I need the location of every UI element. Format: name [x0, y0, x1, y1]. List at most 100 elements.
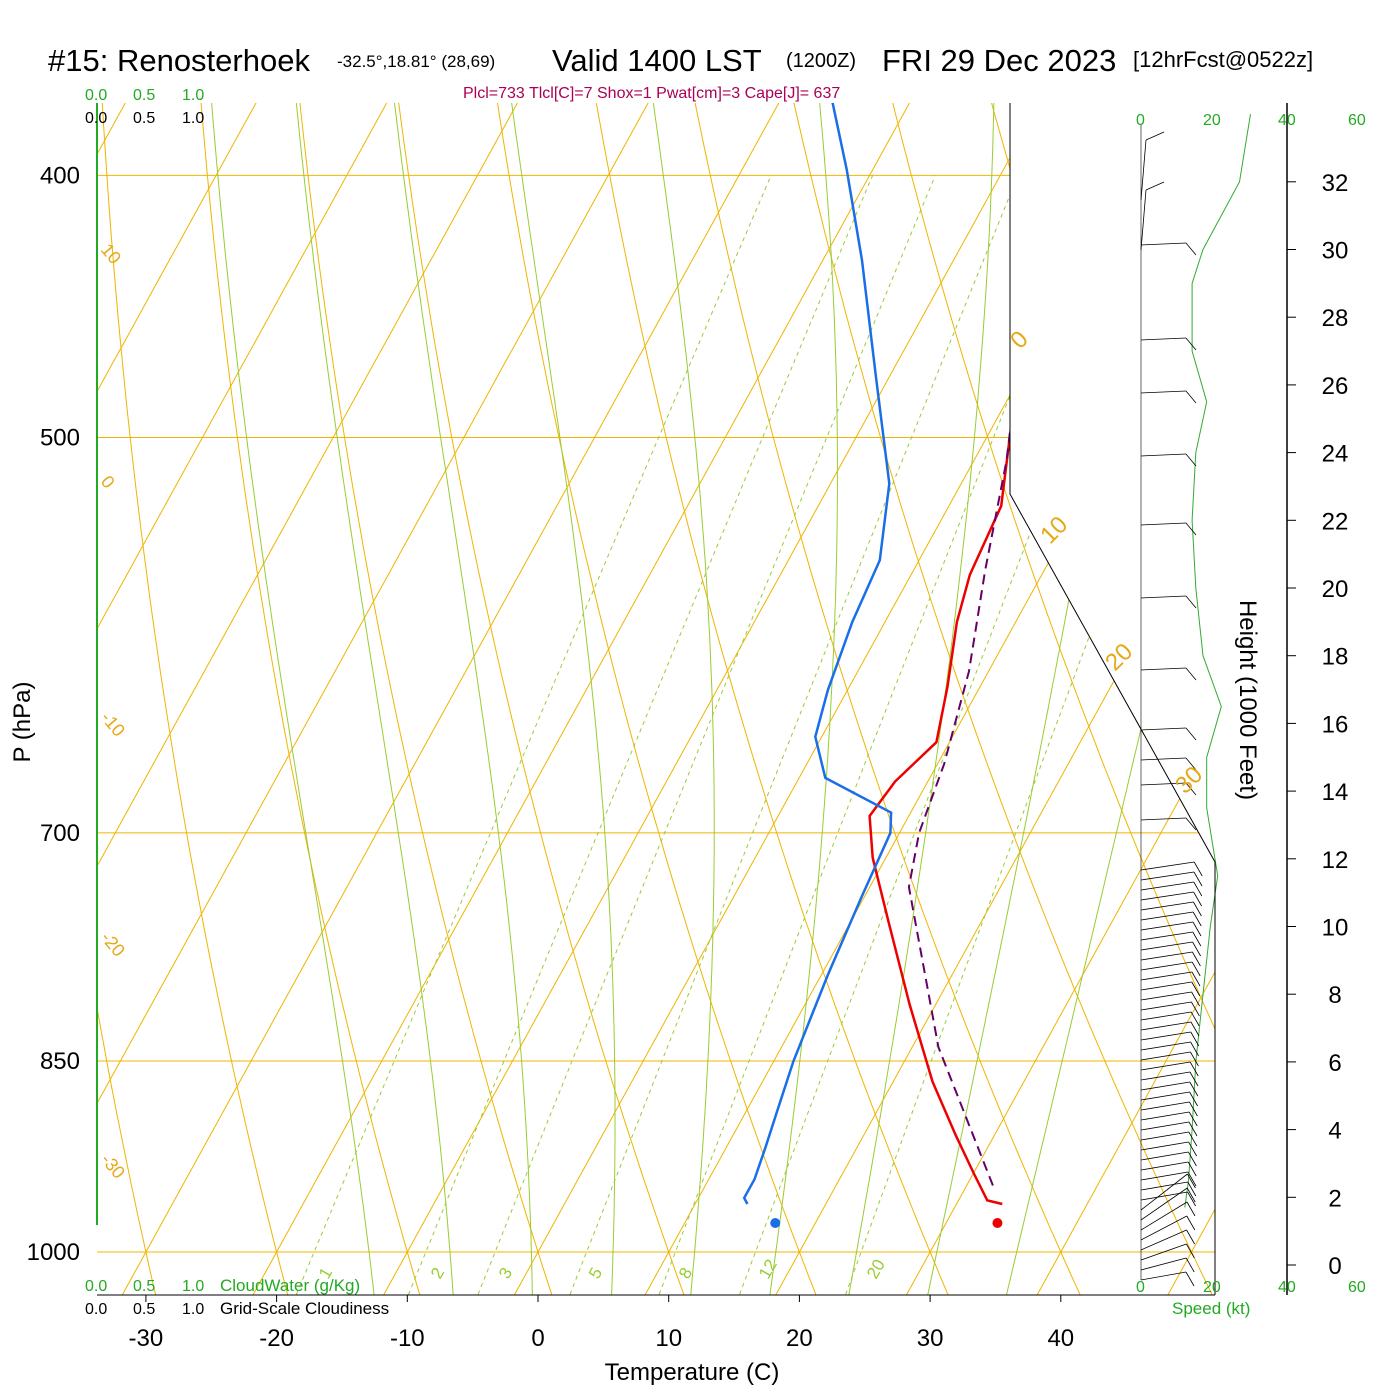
wind-barb-flag — [1193, 871, 1203, 887]
height-tick-label: 4 — [1328, 1118, 1341, 1145]
wind-barb-flag — [1192, 911, 1202, 927]
wind-barb-flag — [1189, 1061, 1199, 1077]
cloud-top-black-1: 0.5 — [133, 110, 155, 127]
mixing-ratio-line — [652, 175, 1099, 1295]
dry-adiabat — [177, 103, 425, 1295]
wind-barb — [1140, 981, 1192, 991]
wind-barb — [1140, 757, 1187, 761]
wind-barb — [1140, 1243, 1187, 1261]
isotherm — [97, 103, 548, 1295]
speed-label: Speed (kt) — [1172, 1299, 1250, 1318]
wind-barb-flag — [1191, 971, 1201, 987]
height-tick-label: 16 — [1322, 711, 1349, 738]
pressure-tick-label: 700 — [40, 820, 80, 847]
wind-barb-flag — [1185, 242, 1197, 256]
wind-speed-line — [1184, 114, 1251, 1208]
wind-barb-flag — [1185, 453, 1197, 467]
wind-barb-flag — [1185, 782, 1197, 796]
chart-title: #15: Renosterhoek -32.5°,18.81° (28,69) … — [48, 43, 1313, 102]
wind-barb-flag — [1191, 1001, 1200, 1017]
speed-top-20: 20 — [1203, 112, 1221, 129]
wind-barb-flag — [1188, 1121, 1198, 1137]
cloud-top-black-0: 0.0 — [85, 110, 107, 127]
height-tick-label: 28 — [1322, 305, 1349, 332]
surface-temperature-marker — [992, 1218, 1003, 1228]
wind-barb — [1140, 1161, 1189, 1171]
wind-barb-flag — [1186, 1201, 1196, 1217]
isotherm-label: 30 — [1170, 761, 1208, 799]
height-tick-label: 18 — [1322, 644, 1349, 671]
wind-barb-flag — [1188, 1131, 1198, 1147]
cloudiness-label: Grid-Scale Cloudiness — [220, 1299, 389, 1318]
moist-adiabat — [351, 103, 534, 1295]
wind-barb — [1140, 961, 1193, 971]
cloud-top-green-1: 0.5 — [133, 87, 155, 104]
isotherm-label: 10 — [1035, 511, 1073, 549]
wind-barb-flag — [1192, 941, 1201, 957]
mixing-ratio-line — [402, 175, 874, 1295]
moist-adiabat — [755, 103, 838, 1295]
height-tick-label: 10 — [1322, 915, 1349, 942]
wind-barb — [1140, 1271, 1187, 1281]
moist-adiabat — [456, 103, 616, 1295]
pressure-tick-label: 400 — [40, 162, 80, 189]
wind-barb-flag — [1187, 1161, 1197, 1177]
height-axis-title: Height (1000 Feet) — [1234, 600, 1261, 800]
speed-top-40: 40 — [1278, 112, 1296, 129]
speed-top-0: 0 — [1136, 112, 1145, 129]
dry-adiabat-label: -30 — [97, 1150, 129, 1183]
wind-barb-flag — [1185, 1271, 1195, 1287]
dry-adiabat — [97, 103, 160, 1295]
height-tick-label: 2 — [1328, 1185, 1341, 1212]
pressure-tick-label: 500 — [40, 425, 80, 452]
x-tick-label: 10 — [655, 1325, 682, 1352]
cloud-bottom-black-1: 0.5 — [133, 1301, 155, 1318]
wind-barb-flag — [1192, 921, 1202, 937]
pressure-tick-label: 850 — [40, 1048, 80, 1075]
wind-barb — [1140, 1151, 1189, 1161]
wind-barb-flag — [1185, 390, 1197, 404]
wind-barb — [1140, 1051, 1191, 1061]
wind-barb — [1140, 522, 1187, 526]
wind-barb — [1140, 1071, 1191, 1081]
wind-barb — [1140, 1181, 1188, 1191]
wind-barb-flag — [1190, 1041, 1199, 1057]
wind-barb-flag — [1190, 1011, 1200, 1027]
moist-adiabat — [264, 103, 455, 1295]
wind-barb-flag — [1191, 981, 1201, 997]
cloud-bottom-green-1: 0.5 — [133, 1278, 155, 1295]
mixing-ratio-line — [471, 175, 936, 1295]
isotherm — [97, 103, 678, 1295]
wind-barb — [1140, 1111, 1190, 1121]
isotherm — [505, 103, 1215, 1295]
x-tick-label: 30 — [917, 1325, 944, 1352]
moist-adiabat — [845, 103, 996, 1295]
wind-barb — [1140, 595, 1187, 599]
mixing-ratio-label: 12 — [755, 1256, 781, 1282]
cloud-top-black-2: 1.0 — [182, 110, 204, 127]
wind-barb — [1140, 1121, 1190, 1131]
wind-barb-flag — [1187, 1171, 1197, 1187]
wind-barb — [1140, 971, 1193, 981]
wind-barb — [1140, 1041, 1191, 1051]
cloud-top-green-0: 0.0 — [85, 87, 107, 104]
wind-barb — [1140, 139, 1147, 201]
wind-barb — [1140, 1001, 1192, 1011]
height-tick-label: 22 — [1322, 508, 1349, 535]
wind-barb — [1140, 1229, 1187, 1251]
wind-barb — [1140, 1257, 1187, 1271]
isotherm-label: 0 — [1005, 326, 1034, 355]
speed-scale: 0 20 40 60 0 20 40 60 Speed (kt) — [1136, 112, 1366, 1318]
isotherm — [767, 103, 1215, 1295]
height-tick-label: 6 — [1328, 1050, 1341, 1077]
speed-bottom-40: 40 — [1278, 1279, 1296, 1296]
wind-barb — [1140, 891, 1194, 901]
station-coords: -32.5°,18.81° (28,69) — [337, 52, 495, 71]
wind-barb-flag — [1185, 757, 1197, 771]
wind-barb-flag — [1185, 817, 1197, 831]
height-tick-label: 30 — [1322, 238, 1349, 265]
surface-dewpoint-marker — [770, 1218, 781, 1228]
mixing-ratio-label: 2 — [427, 1264, 448, 1282]
speed-bottom-0: 0 — [1136, 1279, 1145, 1296]
